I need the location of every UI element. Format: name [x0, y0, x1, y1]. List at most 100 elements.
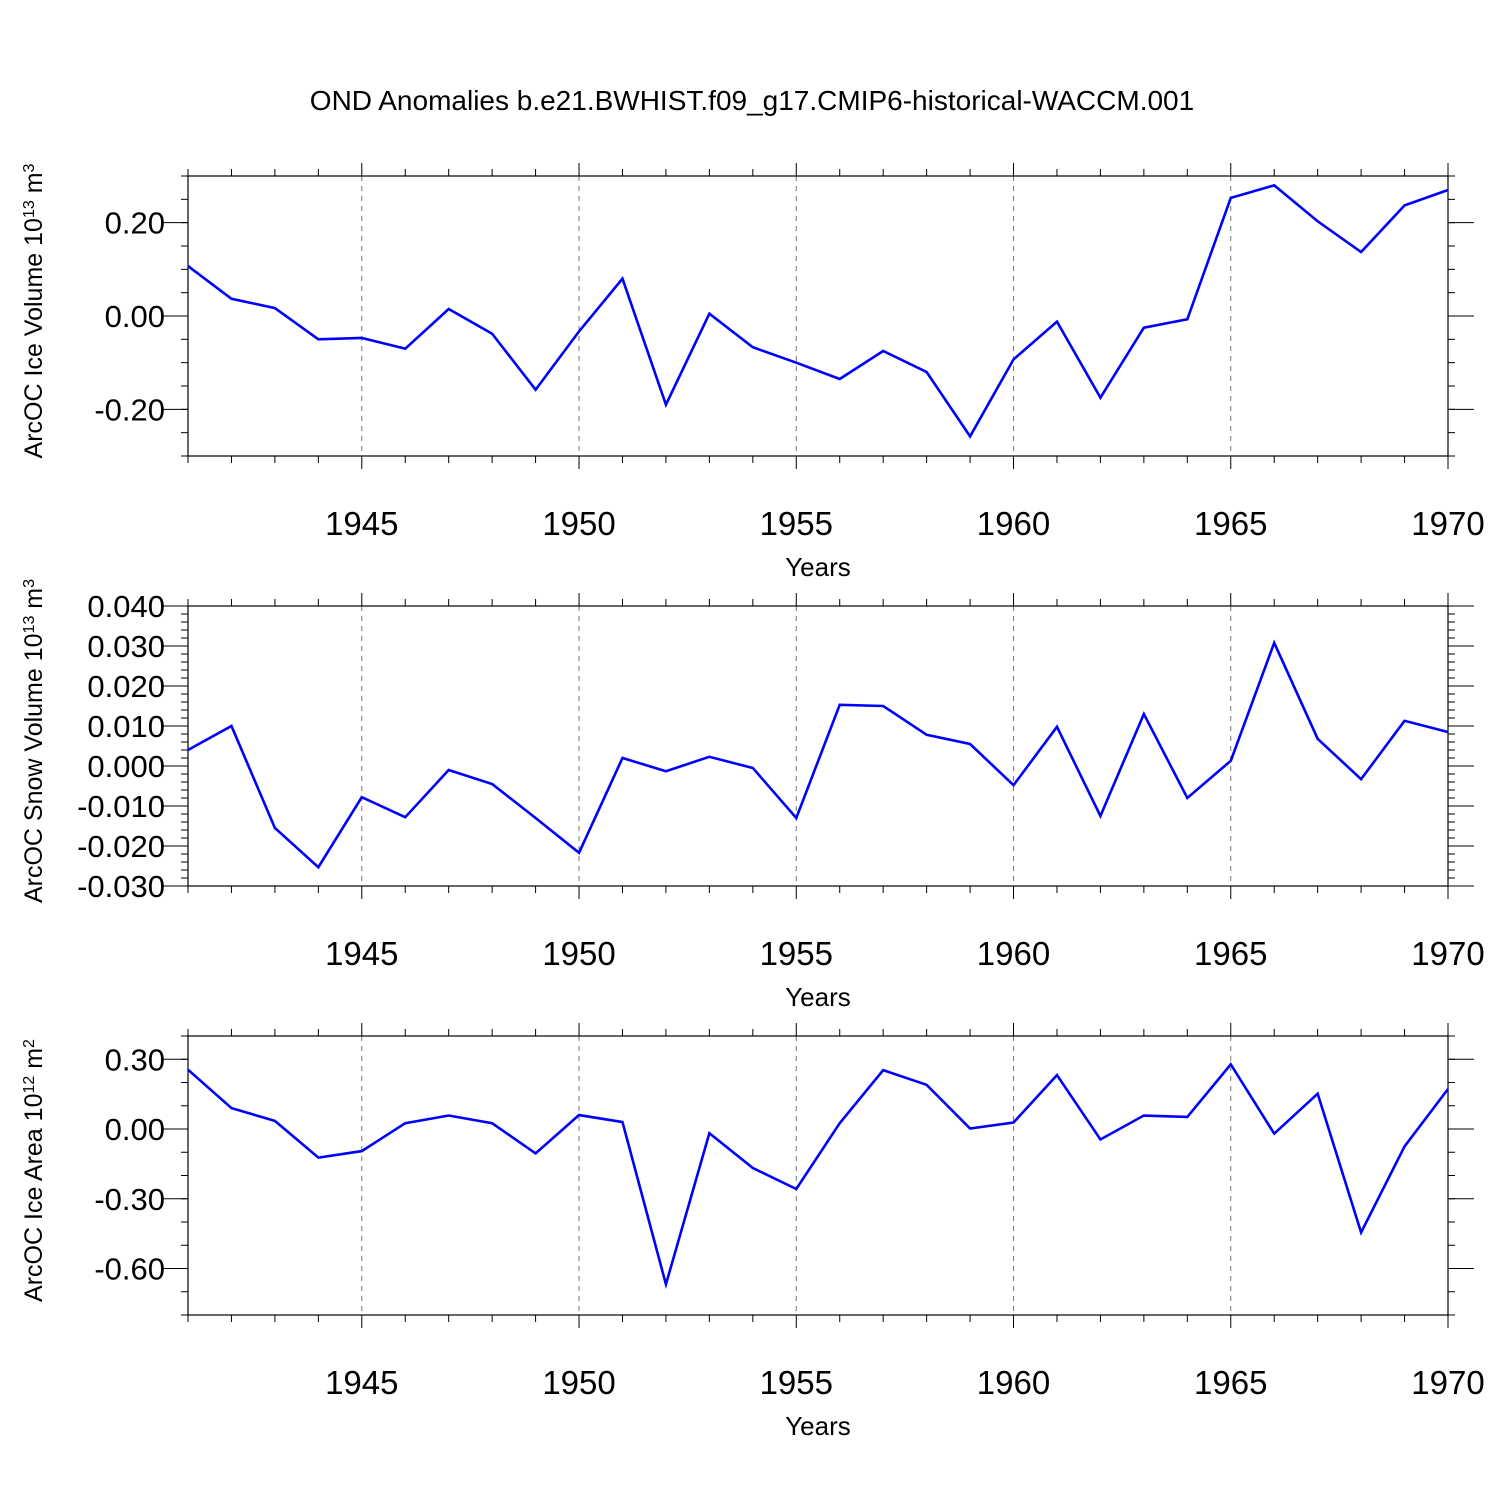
data-point	[882, 350, 884, 352]
data-point	[1360, 251, 1362, 253]
data-point	[926, 734, 928, 736]
data-point	[187, 1069, 189, 1071]
y-tick-label: 0.000	[87, 749, 165, 784]
x-tick-label: 1970	[1411, 505, 1484, 542]
data-point	[230, 298, 232, 300]
data-point	[317, 866, 319, 868]
data-point	[578, 330, 580, 332]
x-axis-title: Years	[785, 552, 851, 582]
y-tick-label: 0.010	[87, 709, 165, 744]
y-axis-title: ArcOC Ice Area 1012 m2	[20, 1039, 48, 1302]
data-point	[752, 767, 754, 769]
data-point	[1404, 720, 1406, 722]
x-tick-label: 1965	[1194, 935, 1267, 972]
data-point	[1360, 1231, 1362, 1233]
data-point	[795, 1188, 797, 1190]
data-point	[882, 705, 884, 707]
data-point	[1013, 358, 1015, 360]
data-point	[1013, 1121, 1015, 1123]
plot-frame	[187, 175, 1449, 457]
data-point	[187, 265, 189, 267]
data-point	[1273, 1133, 1275, 1135]
data-point	[1186, 797, 1188, 799]
data-point	[535, 389, 537, 391]
y-tick-label: -0.30	[94, 1182, 165, 1217]
data-point	[969, 1128, 971, 1130]
series-line	[187, 183, 1449, 439]
data-point	[361, 337, 363, 339]
data-point	[1099, 815, 1101, 817]
y-tick-label: -0.010	[77, 789, 165, 824]
data-point	[621, 1121, 623, 1123]
data-point	[1099, 397, 1101, 399]
data-point	[1360, 778, 1362, 780]
data-point	[621, 757, 623, 759]
y-axis-title: ArcOC Ice Volume 1013 m3	[20, 163, 48, 458]
data-point	[882, 1069, 884, 1071]
y-tick-label: 0.00	[105, 1112, 165, 1147]
data-point	[969, 435, 971, 437]
x-tick-label: 1960	[977, 505, 1050, 542]
y-tick-label: 0.030	[87, 629, 165, 664]
data-point	[1447, 1088, 1449, 1090]
data-point	[1317, 1093, 1319, 1095]
x-tick-label: 1970	[1411, 935, 1484, 972]
y-tick-label: -0.60	[94, 1252, 165, 1287]
data-point	[839, 378, 841, 380]
y-tick-label: -0.20	[94, 392, 165, 427]
x-tick-label: 1965	[1194, 505, 1267, 542]
data-point	[361, 796, 363, 798]
x-tick-label: 1960	[977, 1364, 1050, 1401]
data-point	[1143, 713, 1145, 715]
y-tick-label: 0.020	[87, 669, 165, 704]
y-tick-label: 0.30	[105, 1042, 165, 1077]
data-point	[1273, 642, 1275, 644]
x-axis-title: Years	[785, 1411, 851, 1441]
data-point	[361, 1150, 363, 1152]
data-point	[1143, 1115, 1145, 1117]
data-point	[491, 333, 493, 335]
y-tick-label: 0.040	[87, 589, 165, 624]
data-point	[578, 1114, 580, 1116]
series-line	[187, 1062, 1450, 1290]
chart-title: OND Anomalies b.e21.BWHIST.f09_g17.CMIP6…	[310, 85, 1194, 116]
data-point	[665, 1283, 667, 1285]
y-axis-title: ArcOC Snow Volume 1013 m3	[20, 579, 48, 903]
data-point	[708, 756, 710, 758]
data-point	[1317, 220, 1319, 222]
x-tick-label: 1955	[760, 935, 833, 972]
plot-frame	[187, 1035, 1449, 1316]
data-point	[404, 348, 406, 350]
data-point	[1056, 726, 1058, 728]
data-point	[1056, 321, 1058, 323]
data-point	[926, 371, 928, 373]
data-point	[404, 816, 406, 818]
y-tick-label: 0.00	[105, 299, 165, 334]
data-point	[839, 1122, 841, 1124]
data-point	[1186, 318, 1188, 320]
x-tick-label: 1960	[977, 935, 1050, 972]
y-tick-label: -0.020	[77, 829, 165, 864]
x-tick-label: 1945	[325, 1364, 398, 1401]
data-point	[491, 783, 493, 785]
data-point	[230, 725, 232, 727]
x-tick-label: 1950	[542, 1364, 615, 1401]
data-point	[1013, 784, 1015, 786]
data-point	[1186, 1116, 1188, 1118]
data-point	[795, 817, 797, 819]
y-tick-label: -0.030	[77, 869, 165, 904]
x-tick-label: 1945	[325, 935, 398, 972]
data-point	[839, 704, 841, 706]
data-point	[448, 1115, 450, 1117]
data-point	[752, 346, 754, 348]
data-point	[274, 827, 276, 829]
data-point	[491, 1122, 493, 1124]
x-tick-label: 1950	[542, 505, 615, 542]
x-axis-title: Years	[785, 982, 851, 1012]
data-point	[708, 1132, 710, 1134]
data-point	[578, 852, 580, 854]
data-point	[1317, 738, 1319, 740]
data-point	[230, 1107, 232, 1109]
y-tick-label: 0.20	[105, 206, 165, 241]
